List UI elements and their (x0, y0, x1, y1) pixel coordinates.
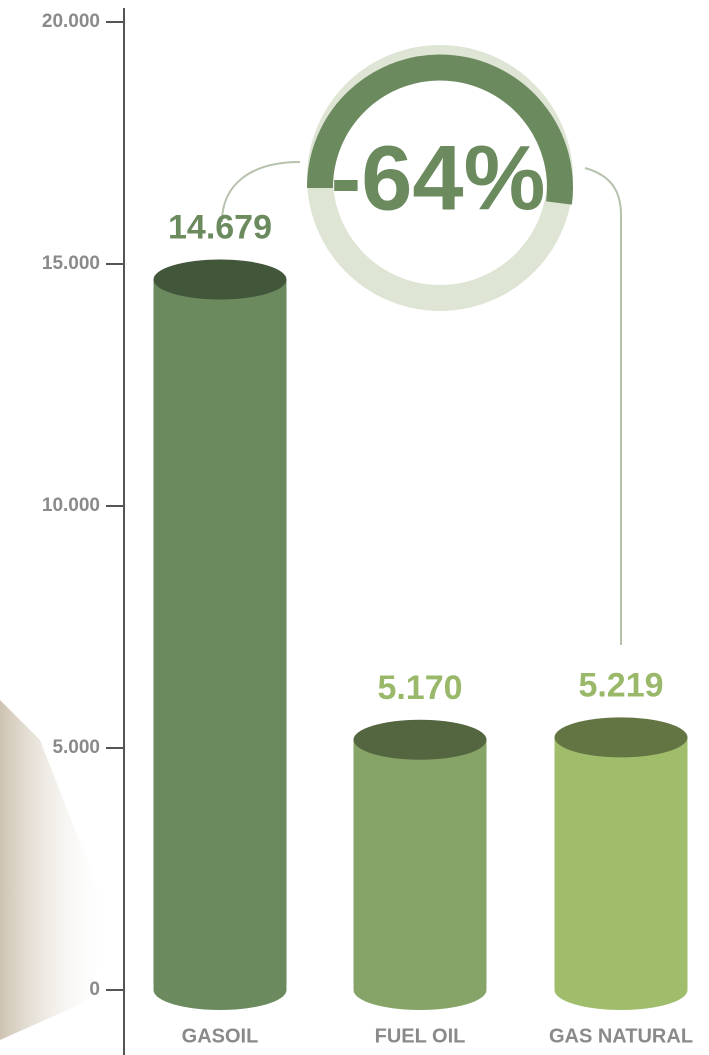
bar-body (554, 737, 688, 990)
bar (353, 719, 487, 1010)
value-label: 5.219 (578, 666, 663, 704)
bar-top (153, 259, 287, 300)
x-tick-label: FUEL OIL (375, 1025, 466, 1047)
y-tick-label: 20.000 (42, 11, 100, 32)
annotation: -64% (331, 127, 546, 229)
connector (221, 161, 301, 223)
bar-top (554, 717, 688, 758)
bar (554, 717, 688, 1010)
bar (153, 259, 287, 1010)
y-tick-label: 0 (89, 979, 100, 1000)
value-label: 14.679 (168, 209, 272, 247)
connector (584, 167, 622, 645)
y-tick-label: 15.000 (42, 253, 100, 274)
background-photo (0, 700, 110, 1040)
bar-body (353, 739, 487, 990)
ring-arc (306, 54, 573, 205)
value-label: 5.170 (377, 669, 462, 707)
y-tick-label: 10.000 (42, 495, 100, 516)
y-tick-label: 5.000 (52, 737, 100, 758)
bar-body (153, 279, 287, 991)
x-tick-label: GASOIL (182, 1025, 259, 1047)
bar-top (353, 719, 487, 760)
x-tick-label: GAS NATURAL (549, 1025, 693, 1047)
